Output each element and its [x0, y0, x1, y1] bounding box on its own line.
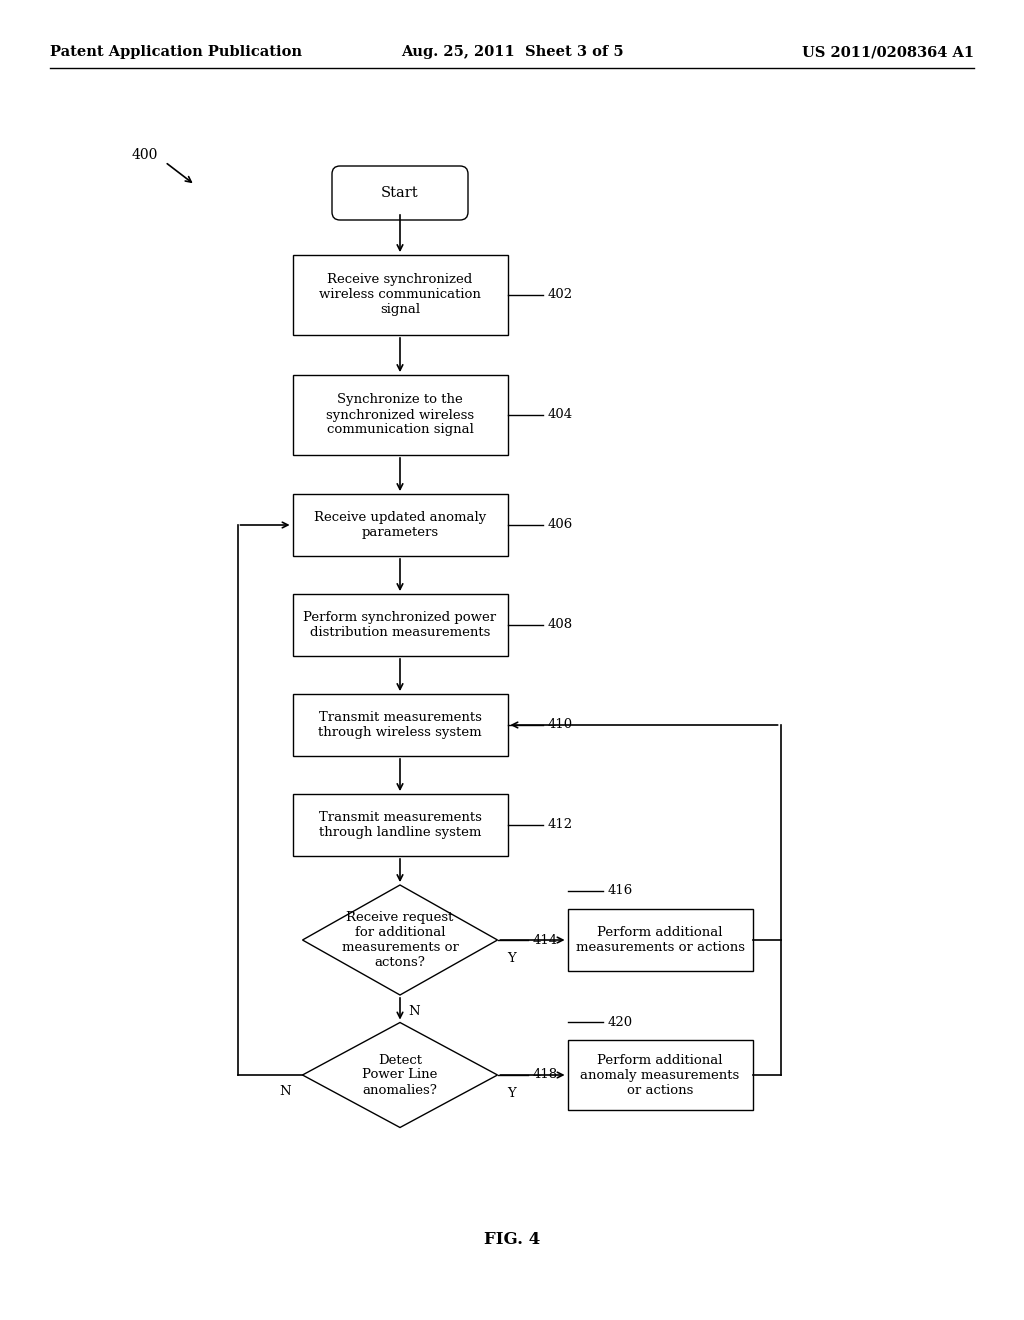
Text: 406: 406 [548, 519, 572, 532]
Text: 404: 404 [548, 408, 572, 421]
Text: 408: 408 [548, 619, 572, 631]
FancyBboxPatch shape [332, 166, 468, 220]
Text: 402: 402 [548, 289, 572, 301]
Text: Y: Y [508, 1086, 516, 1100]
Text: Perform additional
anomaly measurements
or actions: Perform additional anomaly measurements … [581, 1053, 739, 1097]
Text: 420: 420 [607, 1015, 633, 1028]
Text: Aug. 25, 2011  Sheet 3 of 5: Aug. 25, 2011 Sheet 3 of 5 [400, 45, 624, 59]
FancyBboxPatch shape [293, 255, 508, 335]
Text: N: N [408, 1005, 420, 1018]
Polygon shape [302, 884, 498, 995]
Text: 416: 416 [607, 884, 633, 898]
Text: Receive synchronized
wireless communication
signal: Receive synchronized wireless communicat… [319, 273, 481, 317]
Text: Detect
Power Line
anomalies?: Detect Power Line anomalies? [362, 1053, 437, 1097]
Text: 410: 410 [548, 718, 572, 731]
Text: US 2011/0208364 A1: US 2011/0208364 A1 [802, 45, 974, 59]
FancyBboxPatch shape [293, 694, 508, 756]
FancyBboxPatch shape [293, 494, 508, 556]
Text: 400: 400 [132, 148, 159, 162]
Text: Perform additional
measurements or actions: Perform additional measurements or actio… [575, 927, 744, 954]
Text: Receive request
for additional
measurements or
actons?: Receive request for additional measureme… [342, 911, 459, 969]
FancyBboxPatch shape [293, 375, 508, 455]
Text: Transmit measurements
through wireless system: Transmit measurements through wireless s… [318, 711, 482, 739]
Text: 414: 414 [532, 933, 558, 946]
Text: N: N [279, 1085, 291, 1098]
FancyBboxPatch shape [567, 909, 753, 972]
Text: FIG. 4: FIG. 4 [484, 1232, 540, 1249]
Text: Patent Application Publication: Patent Application Publication [50, 45, 302, 59]
Text: 418: 418 [532, 1068, 558, 1081]
Text: Synchronize to the
synchronized wireless
communication signal: Synchronize to the synchronized wireless… [326, 393, 474, 437]
Text: Y: Y [508, 952, 516, 965]
Text: Perform synchronized power
distribution measurements: Perform synchronized power distribution … [303, 611, 497, 639]
FancyBboxPatch shape [567, 1040, 753, 1110]
Text: Start: Start [381, 186, 419, 201]
FancyBboxPatch shape [293, 594, 508, 656]
FancyBboxPatch shape [293, 795, 508, 855]
Text: Transmit measurements
through landline system: Transmit measurements through landline s… [318, 810, 481, 840]
Text: Receive updated anomaly
parameters: Receive updated anomaly parameters [314, 511, 486, 539]
Polygon shape [302, 1023, 498, 1127]
Text: 412: 412 [548, 818, 572, 832]
